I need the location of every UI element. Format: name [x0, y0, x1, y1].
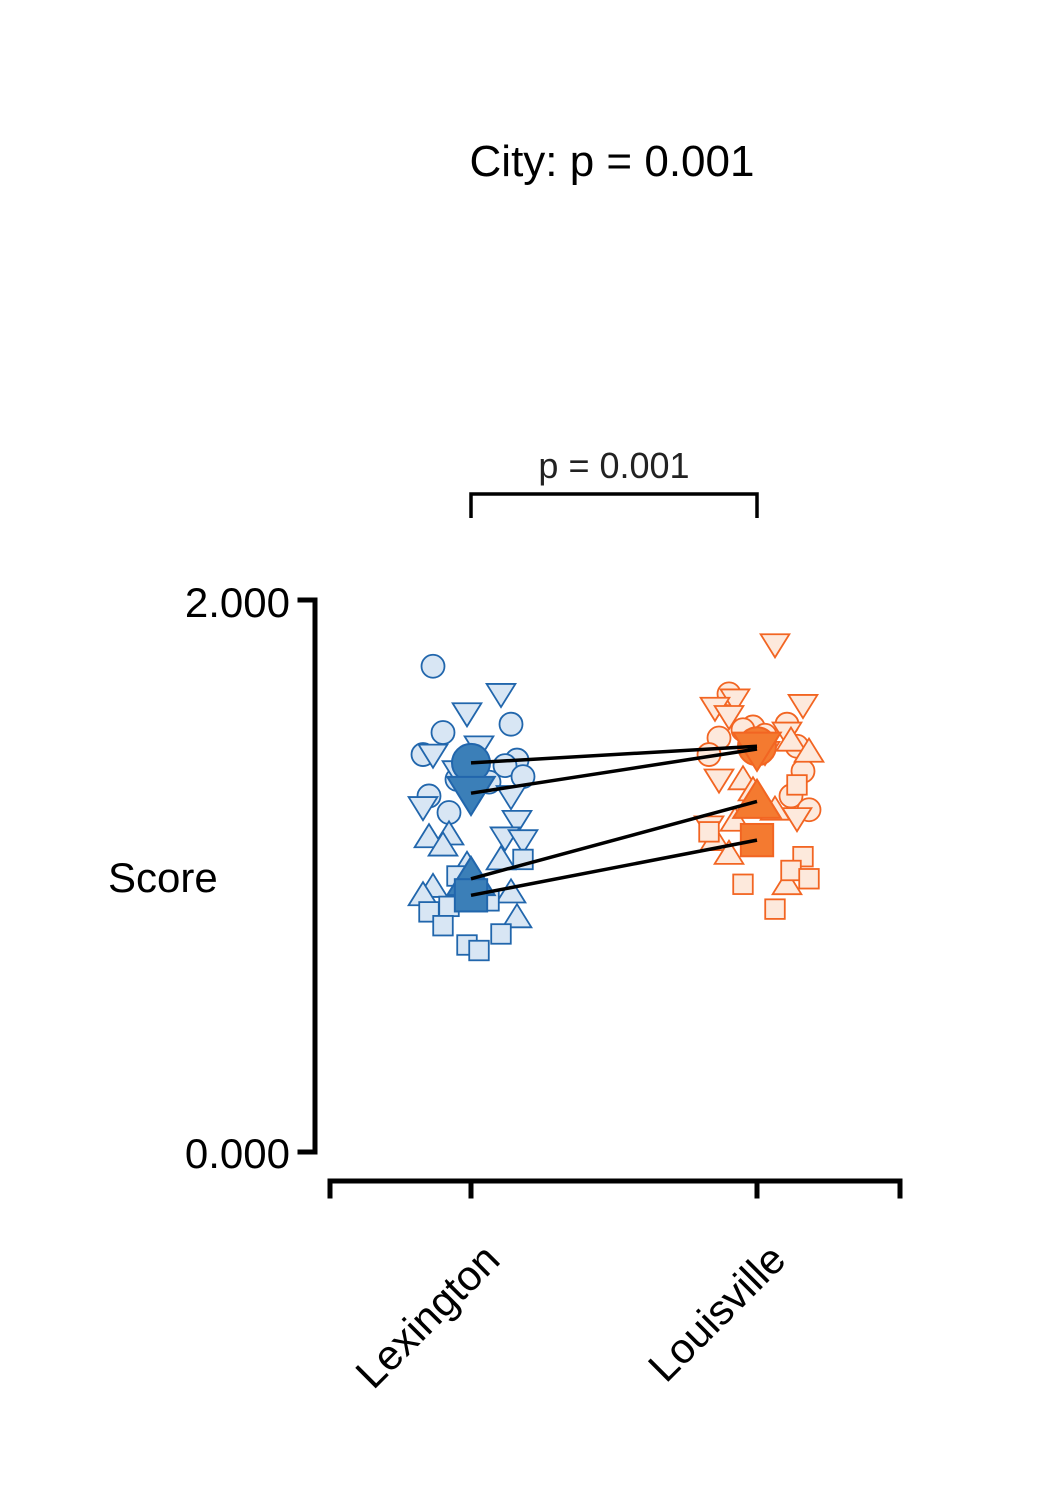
x-tick-label-lexington: Lexington: [346, 1235, 508, 1397]
mean-marker-louisville-triangle-up: [731, 777, 783, 819]
data-point-louisville-triangle-up: [713, 838, 745, 865]
data-point-lexington-triangle-down: [485, 683, 517, 709]
mean-marker-louisville-square: [739, 822, 775, 858]
y-axis-label: Score: [108, 854, 218, 901]
data-point-lexington-triangle-up: [427, 830, 459, 857]
data-point-louisville-square: [764, 898, 786, 920]
data-point-lexington-square: [490, 923, 512, 945]
x-axis: [327, 1178, 903, 1199]
paired-line-square: [470, 838, 758, 898]
x-tick-label-louisville: Louisville: [639, 1235, 794, 1390]
data-point-lexington-triangle-down: [501, 809, 533, 836]
chart-title: City: p = 0.001: [470, 137, 755, 186]
paired-line-triangle-down: [470, 747, 758, 795]
data-point-lexington-circle: [498, 711, 524, 737]
data-point-lexington-triangle-down: [451, 702, 483, 729]
data-point-louisville-triangle-down: [713, 705, 745, 731]
paired-line-triangle-up: [470, 799, 758, 881]
data-point-lexington-square: [468, 939, 490, 962]
mean-marker-lexington-triangle-down: [445, 775, 497, 817]
data-point-lexington-triangle-up: [501, 902, 533, 929]
data-point-louisville-square: [786, 774, 808, 796]
data-point-louisville-triangle-down: [703, 768, 735, 795]
data-point-louisville-square: [732, 873, 754, 895]
data-point-louisville-triangle-up: [775, 725, 807, 752]
paired-line-circle: [470, 744, 758, 765]
significance-bracket: p = 0.001: [469, 445, 759, 518]
data-point-lexington-triangle-up: [485, 844, 517, 871]
data-point-louisville-triangle-down: [759, 633, 791, 660]
paired-mean-lines: [470, 744, 758, 898]
y-axis: 2.000 0.000: [185, 579, 318, 1177]
data-point-louisville-triangle-up: [771, 869, 803, 896]
data-point-lexington-triangle-down: [417, 743, 449, 770]
data-point-louisville-square: [798, 868, 820, 890]
data-point-lexington-circle: [430, 720, 456, 745]
data-point-lexington-square: [432, 915, 454, 937]
y-tick-label-max: 2.000: [185, 579, 290, 626]
data-point-lexington-triangle-down: [507, 829, 539, 856]
data-point-lexington-triangle-up: [413, 822, 445, 849]
data-point-louisville-square: [698, 821, 720, 843]
data-point-lexington-triangle-down: [407, 796, 439, 822]
data-point-louisville-triangle-down: [787, 694, 819, 720]
data-point-louisville-square: [780, 859, 802, 882]
data-point-louisville-triangle-up: [793, 736, 825, 763]
data-point-lexington-circle: [420, 653, 446, 679]
y-tick-label-min: 0.000: [185, 1130, 290, 1177]
significance-label: p = 0.001: [538, 445, 689, 486]
data-points: [407, 633, 825, 962]
data-point-lexington-triangle-up: [495, 877, 527, 904]
